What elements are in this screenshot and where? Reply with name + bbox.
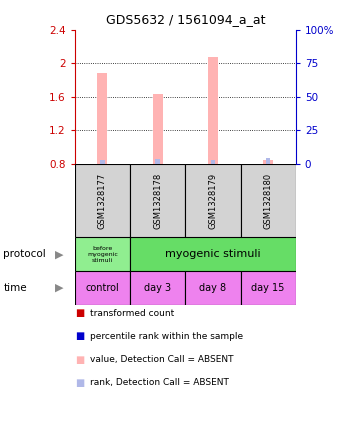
Bar [75, 237, 130, 271]
Bar [208, 57, 218, 164]
Bar [75, 271, 130, 305]
Title: GDS5632 / 1561094_a_at: GDS5632 / 1561094_a_at [105, 13, 265, 26]
Bar [98, 73, 107, 164]
Text: day 8: day 8 [199, 283, 226, 293]
Text: value, Detection Call = ABSENT: value, Detection Call = ABSENT [90, 355, 234, 364]
Text: rank, Detection Call = ABSENT: rank, Detection Call = ABSENT [90, 378, 229, 387]
Text: ■: ■ [75, 354, 84, 365]
Text: GSM1328178: GSM1328178 [153, 173, 162, 229]
Bar [241, 271, 296, 305]
Text: ▶: ▶ [55, 283, 64, 293]
Text: protocol: protocol [3, 249, 46, 259]
Bar [211, 160, 215, 164]
Text: GSM1328180: GSM1328180 [264, 173, 273, 229]
Text: time: time [3, 283, 27, 293]
Bar [100, 160, 105, 164]
Text: myogenic stimuli: myogenic stimuli [165, 249, 261, 259]
Text: GSM1328179: GSM1328179 [208, 173, 217, 229]
Bar [130, 271, 185, 305]
Text: ■: ■ [75, 331, 84, 341]
Text: ■: ■ [75, 378, 84, 388]
Bar [130, 237, 296, 271]
Bar [263, 160, 273, 164]
Bar [241, 164, 296, 237]
Bar [185, 164, 241, 237]
Text: GSM1328177: GSM1328177 [98, 173, 107, 229]
Text: control: control [86, 283, 119, 293]
Bar [266, 158, 270, 164]
Text: day 15: day 15 [252, 283, 285, 293]
Text: ▶: ▶ [55, 249, 64, 259]
Bar [130, 164, 185, 237]
Text: percentile rank within the sample: percentile rank within the sample [90, 332, 243, 341]
Text: transformed count: transformed count [90, 308, 174, 318]
Text: day 3: day 3 [144, 283, 171, 293]
Text: ■: ■ [75, 308, 84, 318]
Text: before
myogenic
stimuli: before myogenic stimuli [87, 246, 118, 263]
Bar [153, 94, 163, 164]
Bar [185, 271, 241, 305]
Bar [155, 159, 160, 164]
Bar [75, 164, 130, 237]
